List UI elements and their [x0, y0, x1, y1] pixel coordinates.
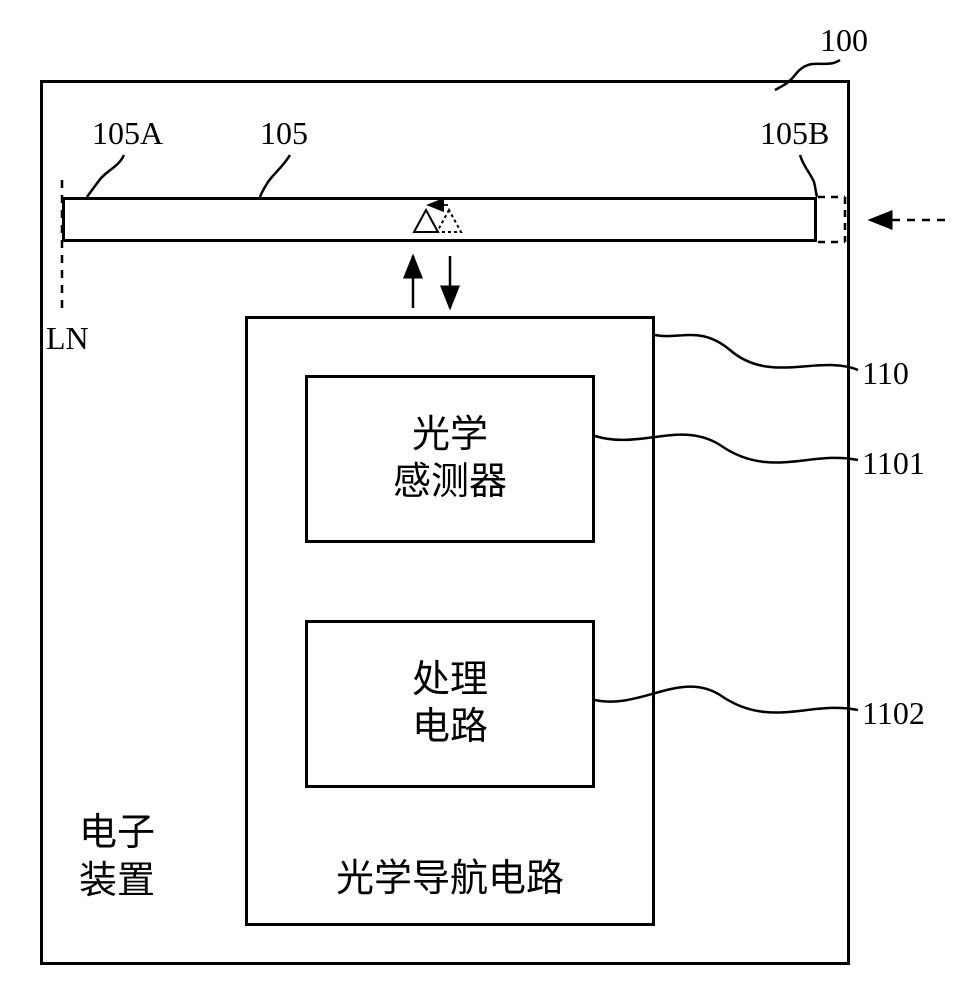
ref-100: 100 — [820, 22, 868, 59]
ref-105: 105 — [260, 115, 308, 152]
ref-105B: 105B — [760, 115, 829, 152]
sensor-label-line1: 光学 — [412, 414, 488, 456]
proc-label-line2: 电路 — [412, 706, 488, 748]
device-label-line1: 电子 — [79, 812, 155, 854]
sensor-label-line2: 感测器 — [393, 461, 507, 503]
ref-110: 110 — [862, 355, 909, 392]
proc-label-line1: 处理 — [412, 659, 488, 701]
ref-1102: 1102 — [862, 695, 925, 732]
sensor-box: 光学 感测器 — [305, 375, 595, 543]
sensor-label: 光学 感测器 — [393, 412, 507, 507]
nav-circuit-label: 光学导航电路 — [248, 856, 652, 904]
diagram-canvas: 光学导航电路 光学 感测器 处理 电路 电子 装置 100 105A 105 1… — [0, 0, 957, 1000]
proc-box: 处理 电路 — [305, 620, 595, 788]
ref-105A: 105A — [92, 115, 163, 152]
device-label-line2: 装置 — [79, 860, 155, 902]
ref-1101: 1101 — [862, 445, 925, 482]
proc-label: 处理 电路 — [412, 657, 488, 752]
ref-LN: LN — [46, 320, 89, 357]
bar-105 — [62, 197, 817, 242]
device-label: 电子 装置 — [79, 810, 155, 905]
